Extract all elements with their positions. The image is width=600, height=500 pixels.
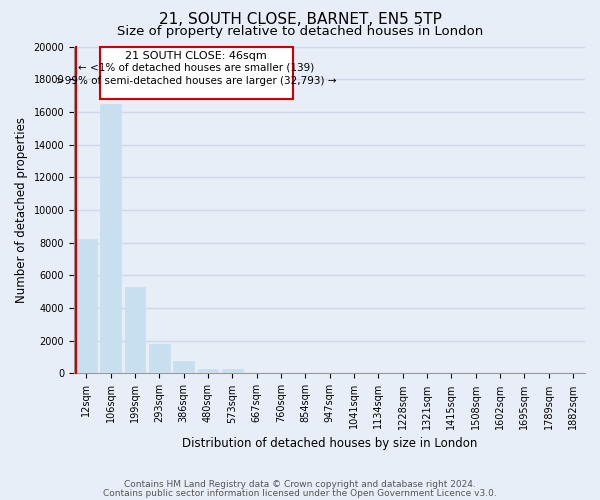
Bar	[125, 287, 145, 374]
Bar	[222, 369, 242, 374]
Bar	[173, 361, 194, 374]
Bar	[76, 240, 97, 374]
Text: Contains public sector information licensed under the Open Government Licence v3: Contains public sector information licen…	[103, 488, 497, 498]
Bar	[100, 104, 121, 374]
X-axis label: Distribution of detached houses by size in London: Distribution of detached houses by size …	[182, 437, 477, 450]
Text: 21 SOUTH CLOSE: 46sqm: 21 SOUTH CLOSE: 46sqm	[125, 52, 267, 62]
Text: ← <1% of detached houses are smaller (139): ← <1% of detached houses are smaller (13…	[78, 63, 314, 73]
Bar	[149, 344, 170, 374]
Bar	[197, 368, 218, 374]
Y-axis label: Number of detached properties: Number of detached properties	[15, 117, 28, 303]
Text: 21, SOUTH CLOSE, BARNET, EN5 5TP: 21, SOUTH CLOSE, BARNET, EN5 5TP	[158, 12, 442, 28]
FancyBboxPatch shape	[100, 46, 293, 99]
Text: Size of property relative to detached houses in London: Size of property relative to detached ho…	[117, 25, 483, 38]
Text: Contains HM Land Registry data © Crown copyright and database right 2024.: Contains HM Land Registry data © Crown c…	[124, 480, 476, 489]
Text: >99% of semi-detached houses are larger (32,793) →: >99% of semi-detached houses are larger …	[56, 76, 337, 86]
